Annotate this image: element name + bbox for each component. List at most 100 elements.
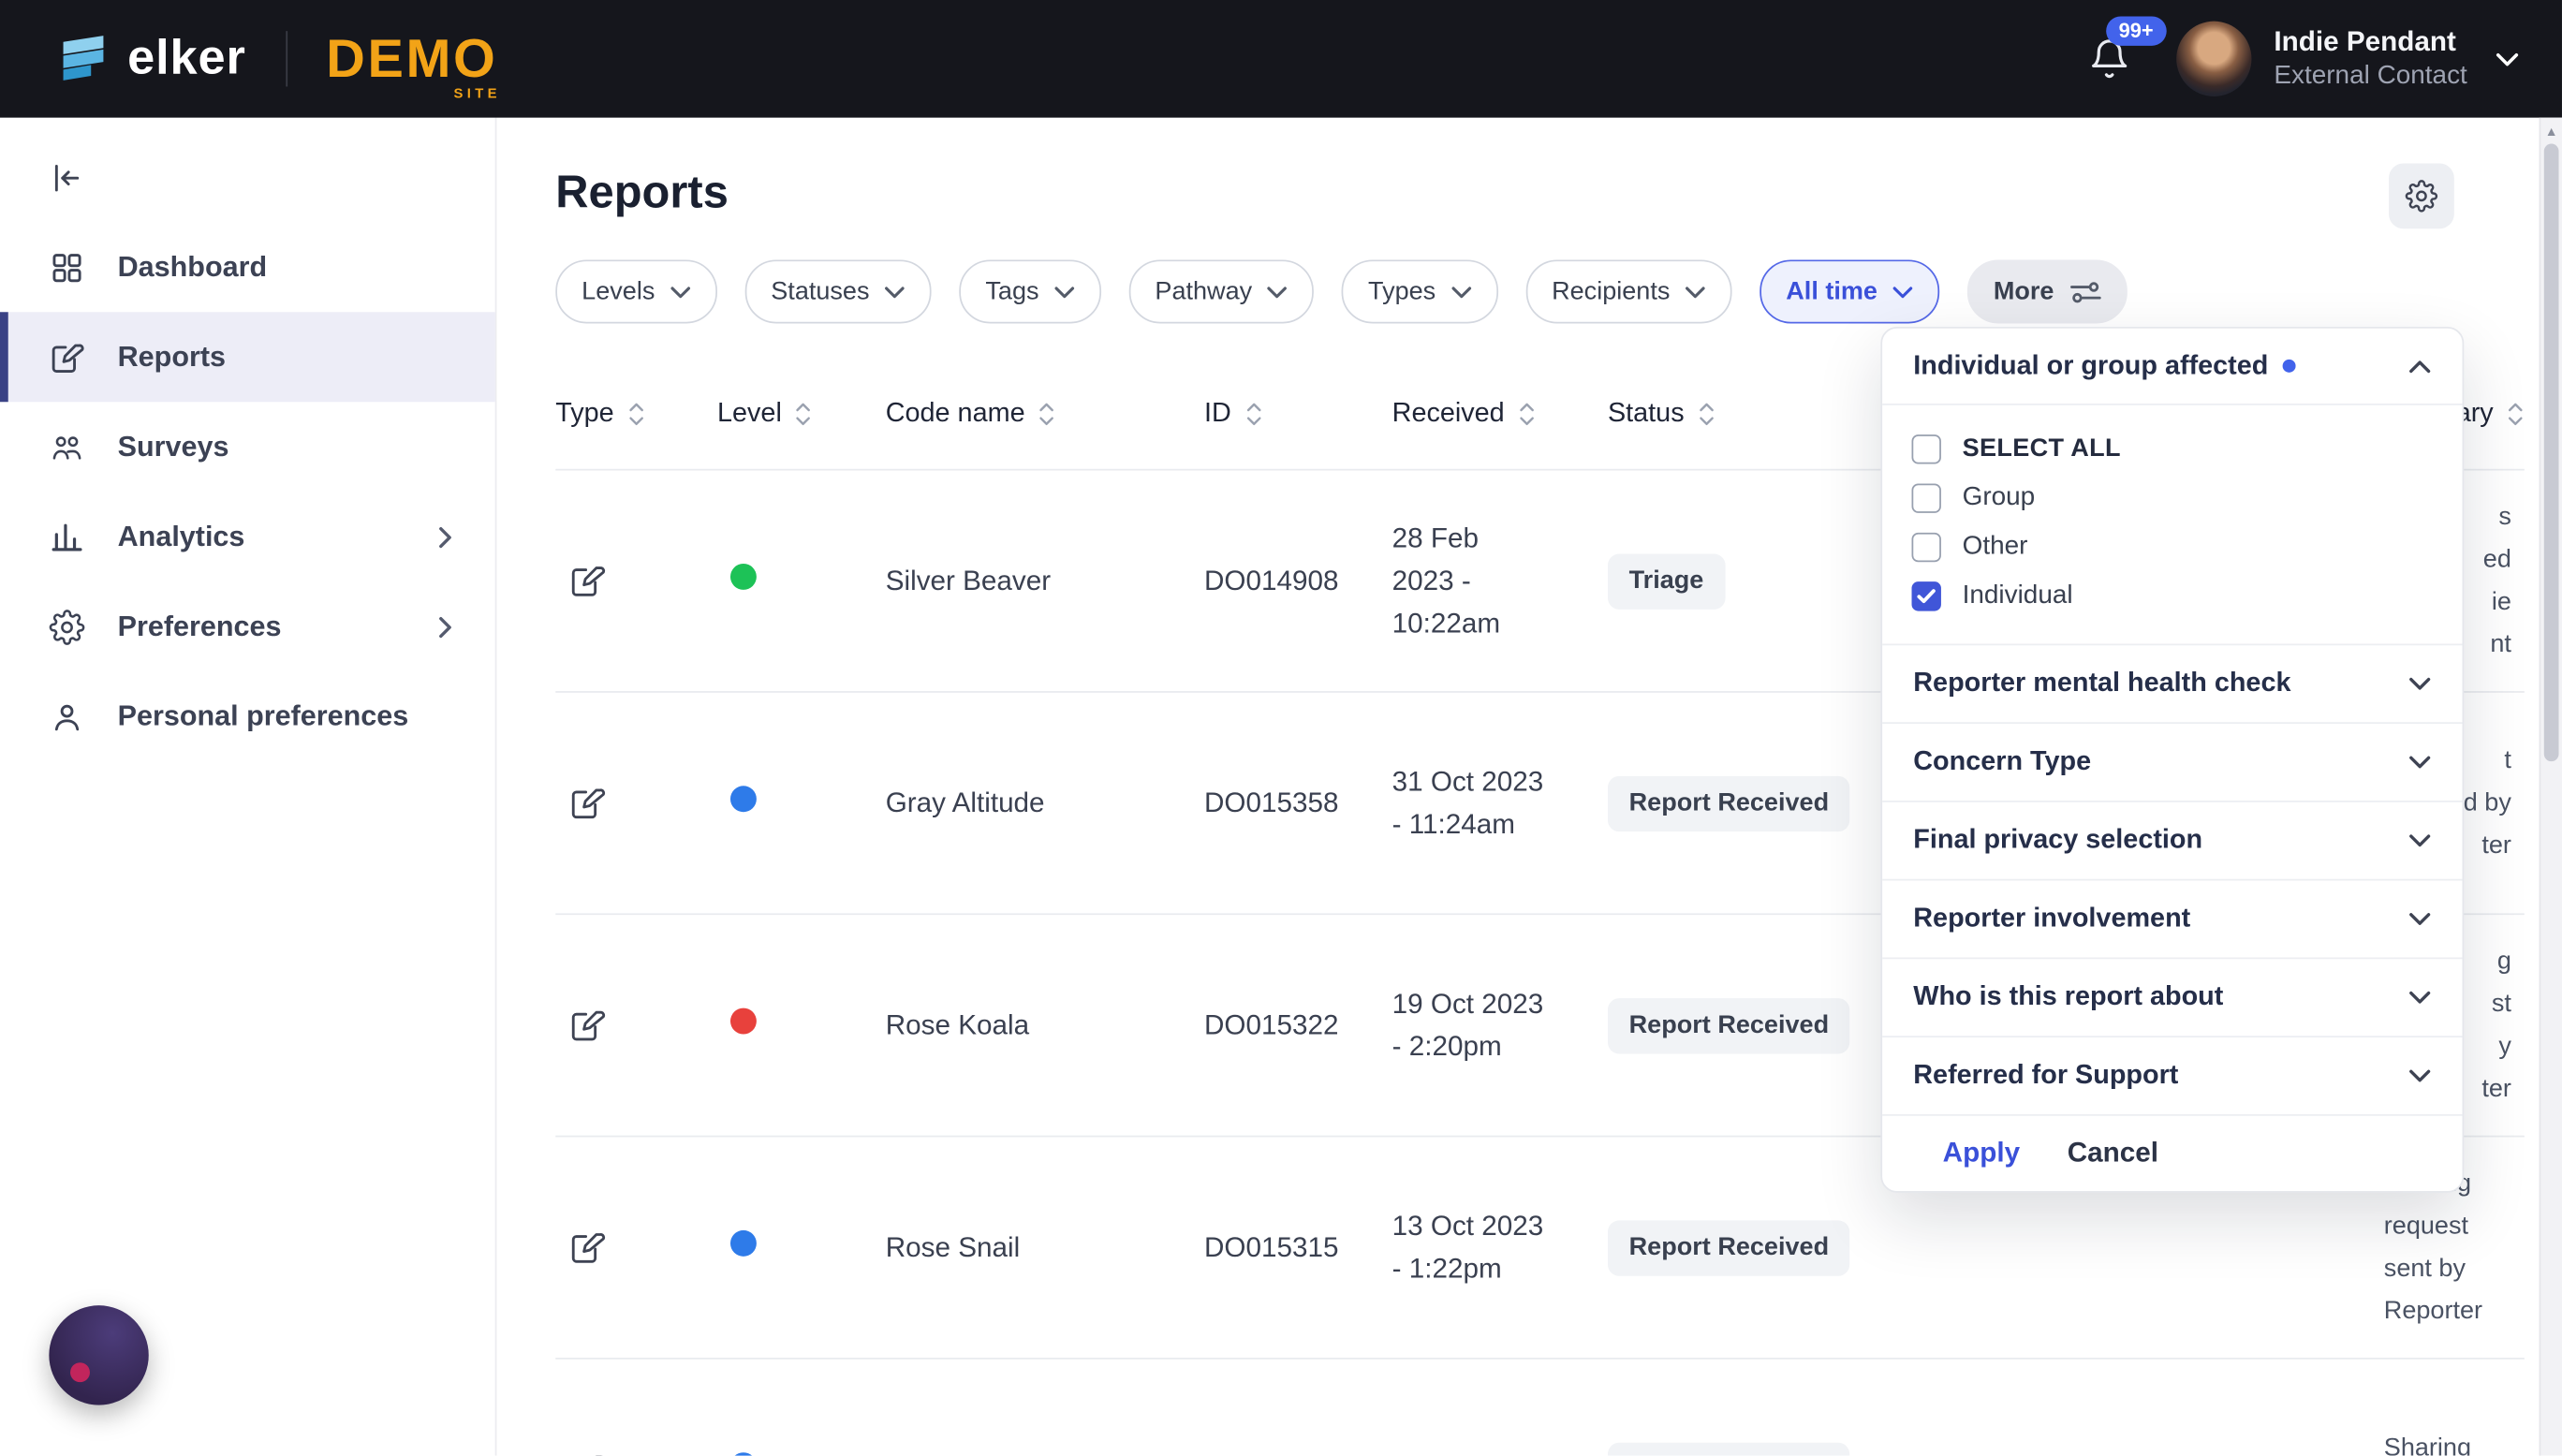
table-settings-button[interactable]: [2389, 163, 2454, 229]
panel-section-reporter-mental-health-check[interactable]: Reporter mental health check: [1882, 643, 2463, 722]
cancel-button[interactable]: Cancel: [2067, 1137, 2158, 1169]
report-type-icon: [568, 1007, 717, 1044]
status-badge: Report Received: [1607, 1219, 1850, 1275]
body: Dashboard Reports: [0, 117, 2562, 1456]
column-header-type[interactable]: Type: [555, 399, 717, 430]
user-info[interactable]: Indie Pendant External Contact: [2274, 23, 2466, 94]
option-individual[interactable]: Individual: [1911, 572, 2432, 621]
checkbox-unchecked[interactable]: [1911, 483, 1941, 513]
sidebar-item-analytics[interactable]: Analytics: [0, 492, 495, 581]
gear-icon: [48, 609, 87, 644]
column-header-id[interactable]: ID: [1204, 399, 1392, 430]
bar-chart-icon: [48, 519, 87, 554]
topbar-divider: [285, 31, 287, 87]
main-content: Reports Levels Statuses: [496, 117, 2562, 1456]
level-indicator-dot: [729, 563, 757, 590]
panel-section-reporter-involvement[interactable]: Reporter involvement: [1882, 878, 2463, 958]
chevron-down-icon: [2408, 1068, 2431, 1083]
code-name-cell: Silver Beaver: [885, 564, 1052, 596]
sidebar-item-preferences[interactable]: Preferences: [0, 581, 495, 671]
report-type-icon: [568, 785, 717, 822]
filter-chip-pathway[interactable]: Pathway: [1128, 259, 1315, 324]
sidebar-collapse-button[interactable]: [0, 134, 95, 222]
table-row[interactable]: Silver Beaver DO014908 28 Feb 2023 - 10:…: [555, 468, 2525, 691]
top-bar: elker DEMO SITE 99+ Indie Pendant Extern…: [0, 0, 2562, 118]
table-row[interactable]: Gray Altitude DO015358 31 Oct 2023 - 11:…: [555, 691, 2525, 913]
sidebar-item-reports[interactable]: Reports: [0, 312, 495, 403]
sort-icon: [795, 402, 813, 426]
chevron-down-icon: [1892, 285, 1914, 298]
chevron-down-icon: [1685, 285, 1706, 298]
sort-icon: [2507, 402, 2525, 426]
summary-cell: s ed ie nt: [2482, 502, 2511, 658]
demo-site-label: DEMO SITE: [326, 27, 501, 102]
user-menu-chevron-down-icon[interactable]: [2495, 51, 2519, 66]
panel-section-title: Referred for Support: [1913, 1060, 2179, 1090]
chevron-down-icon: [1450, 285, 1472, 298]
id-cell: DO014908: [1203, 564, 1339, 596]
option-label: Individual: [1962, 581, 2073, 610]
scrollbar-thumb[interactable]: [2543, 143, 2559, 762]
received-cell: 13 Oct 2023 - 1:22pm: [1391, 1210, 1544, 1284]
summary-cell: t d by ter: [2463, 745, 2511, 859]
elker-logo-icon: [55, 31, 110, 86]
panel-section-who-is-this-report-about[interactable]: Who is this report about: [1882, 957, 2463, 1037]
column-header-level[interactable]: Level: [717, 399, 886, 430]
checkbox-group: SELECT ALL Group Other Individu: [1882, 405, 2462, 644]
checkbox-checked[interactable]: [1911, 581, 1941, 611]
more-filters-panel: Individual or group affected SELECT ALL …: [1880, 326, 2465, 1193]
avatar[interactable]: [2175, 21, 2251, 96]
sidebar-item-surveys[interactable]: Surveys: [0, 402, 495, 492]
notifications-button[interactable]: 99+: [2087, 16, 2167, 80]
filter-chip-tags[interactable]: Tags: [959, 259, 1101, 324]
demo-site-sublabel: SITE: [453, 84, 501, 102]
checkbox-unchecked[interactable]: [1911, 532, 1941, 563]
filter-chip-all-time[interactable]: All time: [1760, 259, 1940, 324]
panel-section-individual-or-group-affected[interactable]: Individual or group affected: [1882, 329, 2462, 404]
option-other[interactable]: Other: [1911, 522, 2432, 571]
brand-name: elker: [127, 31, 246, 85]
sidebar-item-personal-preferences[interactable]: Personal preferences: [0, 671, 495, 761]
chat-widget-button[interactable]: [49, 1305, 149, 1405]
filter-chip-more[interactable]: More: [1966, 259, 2128, 324]
scrollbar-up-arrow-icon[interactable]: ▲: [2544, 123, 2558, 139]
divider: [1882, 403, 2463, 405]
reports-table: Type Level Code name ID: [555, 379, 2562, 1456]
apply-button[interactable]: Apply: [1942, 1137, 2021, 1169]
chevron-down-icon: [2408, 833, 2431, 848]
sidebar-item-label: Reports: [117, 339, 227, 373]
code-name-cell: Rose Koala: [885, 1008, 1030, 1040]
table-row[interactable]: Rose Koala DO015322 19 Oct 2023 - 2:20pm…: [555, 913, 2525, 1135]
panel-section-concern-type[interactable]: Concern Type: [1882, 722, 2463, 801]
filter-chip-types[interactable]: Types: [1342, 259, 1498, 324]
panel-section-referred-for-support[interactable]: Referred for Support: [1882, 1036, 2463, 1114]
panel-footer: Apply Cancel: [1882, 1114, 2463, 1191]
sliders-icon: [2070, 279, 2101, 305]
sidebar-item-dashboard[interactable]: Dashboard: [0, 222, 495, 312]
filter-chip-recipients[interactable]: Recipients: [1525, 259, 1732, 324]
panel-section-title: Individual or group affected: [1913, 350, 2269, 380]
table-row[interactable]: Lavender DO015311 12 Oct 2023 Report Rec…: [555, 1358, 2525, 1456]
checkbox-unchecked[interactable]: [1911, 434, 1941, 464]
column-header-code-name[interactable]: Code name: [886, 399, 1204, 430]
level-indicator-dot: [729, 1452, 757, 1456]
filter-chip-statuses[interactable]: Statuses: [744, 259, 932, 324]
column-header-received[interactable]: Received: [1392, 399, 1608, 430]
id-cell: DO015358: [1203, 787, 1339, 818]
column-header-status[interactable]: Status: [1608, 399, 1895, 430]
panel-section-final-privacy-selection[interactable]: Final privacy selection: [1882, 800, 2463, 879]
chevron-down-icon: [670, 285, 691, 298]
chevron-right-icon: [438, 525, 453, 548]
sort-icon: [1518, 402, 1536, 426]
option-label: Group: [1962, 483, 2036, 512]
filter-chip-levels[interactable]: Levels: [555, 259, 717, 324]
user-role: External Contact: [2274, 61, 2467, 90]
option-select-all[interactable]: SELECT ALL: [1911, 425, 2432, 474]
vertical-scrollbar[interactable]: ▲: [2539, 117, 2562, 1456]
panel-section-title: Reporter mental health check: [1913, 668, 2291, 699]
brand-logo[interactable]: elker: [55, 31, 245, 86]
person-icon: [48, 699, 87, 734]
option-group[interactable]: Group: [1911, 474, 2432, 522]
people-group-icon: [48, 429, 87, 464]
